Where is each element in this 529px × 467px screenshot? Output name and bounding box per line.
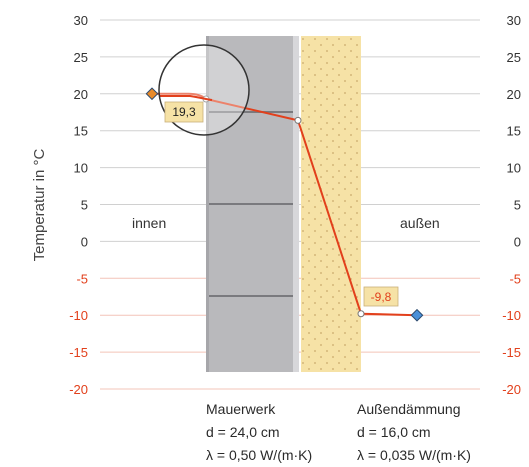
masonry-thickness: d = 24,0 cm (206, 424, 280, 440)
y-tick-label-left: 25 (74, 50, 88, 65)
magnifier-ring (158, 44, 250, 136)
y-tick-label-left: -5 (76, 271, 88, 286)
callout-outer-surface: -9,8 (363, 286, 399, 307)
y-tick-label-left: 20 (74, 87, 88, 102)
surface-temperature-point (294, 116, 302, 124)
temperature-line (152, 92, 418, 317)
masonry-lambda: λ = 0,50 W/(m·K) (206, 447, 312, 463)
y-tick-label-left: 5 (81, 198, 88, 213)
y-tick-label-left: -15 (69, 345, 88, 360)
inside-temperature-marker (145, 87, 159, 101)
y-tick-label-right: 20 (507, 87, 521, 102)
callout-inner-surface: 19,3 (164, 101, 204, 123)
temperature-curve (145, 87, 424, 322)
y-axis-label: Temperatur in °C (31, 148, 48, 261)
masonry-shadow (206, 36, 209, 372)
insulation-name: Außendämmung (357, 401, 461, 417)
y-tick-label-right: -10 (502, 308, 521, 323)
y-tick-label-left: -20 (69, 382, 88, 397)
y-tick-label-right: 0 (514, 234, 521, 249)
masonry-mortar-strip (293, 36, 299, 372)
callout-inner-surface-value: 19,3 (172, 105, 196, 119)
y-tick-label-right: -20 (502, 382, 521, 397)
surface-temperature-point (357, 310, 365, 318)
wall-layers (206, 36, 361, 372)
y-axis-left: 30 25 20 15 10 5 0 -5 -10 -15 -20 (69, 13, 88, 397)
magnified-curve (159, 95, 213, 101)
y-tick-label-left: -10 (69, 308, 88, 323)
insulation-thickness: d = 16,0 cm (357, 424, 431, 440)
insulation-texture (301, 36, 361, 372)
callout-outer-surface-value: -9,8 (371, 290, 392, 304)
outside-temperature-marker (410, 308, 424, 322)
insulation-description: Außendämmung d = 16,0 cm λ = 0,035 W/(m·… (357, 401, 471, 463)
y-tick-label-right: 30 (507, 13, 521, 28)
y-tick-label-right: 5 (514, 198, 521, 213)
masonry-name: Mauerwerk (206, 401, 276, 417)
y-tick-label-right: -5 (509, 271, 521, 286)
y-tick-label-left: 10 (74, 161, 88, 176)
y-tick-label-right: -15 (502, 345, 521, 360)
y-tick-label-left: 15 (74, 124, 88, 139)
y-tick-label-right: 15 (507, 124, 521, 139)
zone-label-outside: außen (400, 215, 440, 231)
y-tick-label-right: 10 (507, 161, 521, 176)
masonry-description: Mauerwerk d = 24,0 cm λ = 0,50 W/(m·K) (206, 401, 312, 463)
zone-label-inside: innen (132, 215, 166, 231)
y-tick-label-left: 0 (81, 234, 88, 249)
insulation-lambda: λ = 0,035 W/(m·K) (357, 447, 471, 463)
y-tick-label-left: 30 (74, 13, 88, 28)
y-axis-right: 30 25 20 15 10 5 0 -5 -10 -15 -20 (502, 13, 521, 397)
y-tick-label-right: 25 (507, 50, 521, 65)
